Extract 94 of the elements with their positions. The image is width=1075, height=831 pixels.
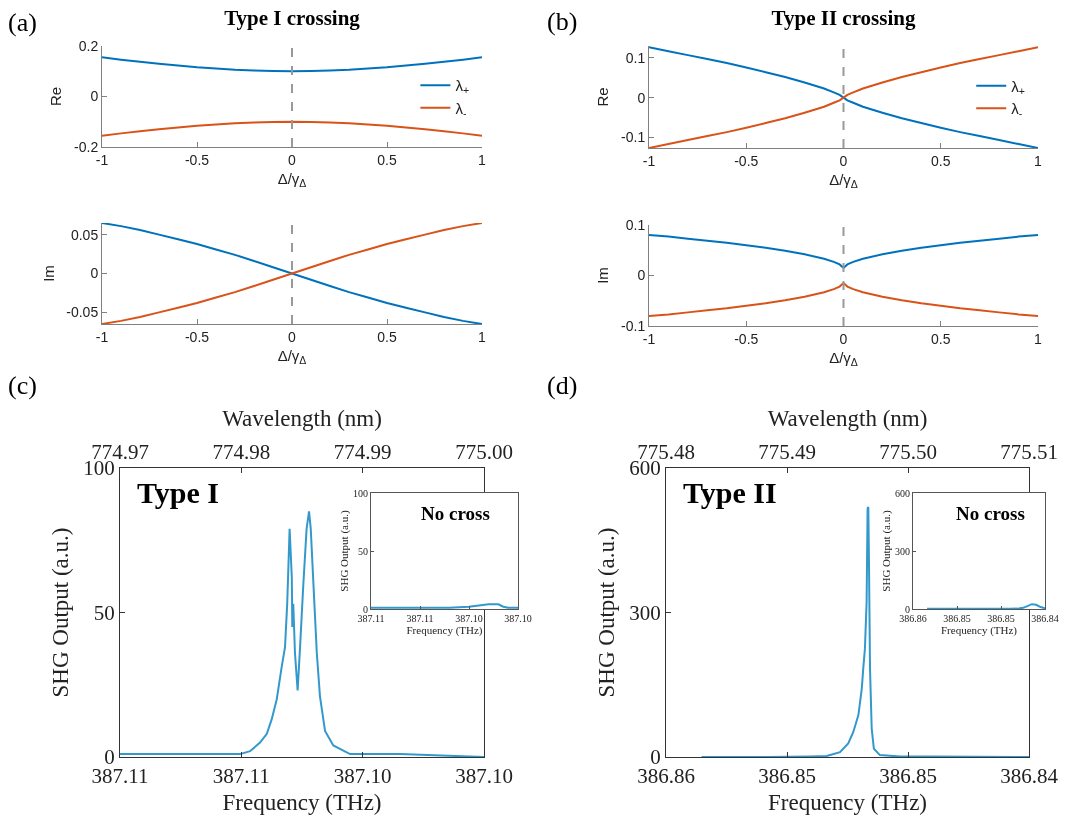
x-tick-label: 0.5 xyxy=(377,328,397,345)
x-axis-title: Frequency (THz) xyxy=(940,624,1018,637)
text: (b) xyxy=(547,7,578,36)
x2-axis-title: Wavelength (nm) xyxy=(222,406,382,432)
x-tick-label: 386.85 xyxy=(987,613,1015,624)
y-tick-label: 0.1 xyxy=(625,216,646,233)
y-axis-title: SHG Output (a.u.) xyxy=(879,510,893,592)
x-tick-label: -0.5 xyxy=(734,330,759,347)
text: (d) xyxy=(547,371,578,400)
x-tick-label: 386.85 xyxy=(943,613,971,624)
x2-tick-label: 775.51 xyxy=(1000,439,1058,464)
legend-label: λ$_{-}$ xyxy=(1011,100,1023,120)
y-tick-label: 50 xyxy=(93,600,115,625)
annotation: No cross xyxy=(956,503,1025,524)
line-series xyxy=(649,234,1038,269)
x-tick-label: 0 xyxy=(839,330,848,347)
x2-tick-label: 775.00 xyxy=(455,439,513,464)
y-axis-title: Im xyxy=(39,265,57,282)
x-tick-label: 387.10 xyxy=(455,613,483,624)
x-tick-label: 386.84 xyxy=(1031,613,1059,624)
x2-tick-label: 774.99 xyxy=(333,439,392,464)
y-tick-label: 0.1 xyxy=(625,49,646,66)
annotation: Type II xyxy=(683,476,777,509)
legend-label: λ$_{+}$ xyxy=(1011,77,1025,97)
x-tick-label: -1 xyxy=(95,328,109,345)
x-tick-label: 387.10 xyxy=(333,764,392,789)
x-axis-title: Frequency (THz) xyxy=(406,624,483,637)
x-tick-label: 387.10 xyxy=(504,613,532,624)
y-tick-label: 0 xyxy=(363,603,368,615)
line-series xyxy=(102,56,482,73)
y-tick-label: 600 xyxy=(895,487,910,499)
x-tick-label: -0.5 xyxy=(734,152,759,169)
y-tick-label: 0 xyxy=(637,89,646,106)
y-tick-label: 0 xyxy=(905,603,910,615)
y-tick-label: 0 xyxy=(637,267,646,284)
y-axis-title: Re xyxy=(594,87,612,107)
annotation: No cross xyxy=(421,503,490,524)
x2-tick-label: 775.50 xyxy=(879,439,937,464)
y-tick-label: 50 xyxy=(358,545,368,557)
y-tick-label: 0 xyxy=(90,265,99,282)
x-tick-label: 387.10 xyxy=(455,764,513,789)
legend-label: λ$_{-}$ xyxy=(455,99,467,119)
x-axis-title: Δ/γ$_{Δ}$ xyxy=(277,346,307,366)
x-tick-label: 386.86 xyxy=(899,613,927,624)
text: (c) xyxy=(8,371,37,400)
text: (a) xyxy=(8,8,37,37)
x-axis-title: Frequency (THz) xyxy=(222,789,382,815)
x-tick-label: 386.85 xyxy=(758,764,816,789)
chart-title: Type I crossing xyxy=(224,6,361,31)
line-series xyxy=(102,223,482,324)
x-tick-label: 387.11 xyxy=(406,613,434,624)
x-tick-label: 387.11 xyxy=(357,613,385,624)
y-tick-label: -0.05 xyxy=(66,304,99,321)
x-tick-label: 1 xyxy=(478,328,487,345)
x-tick-label: -0.5 xyxy=(184,328,210,345)
x2-axis-title: Wavelength (nm) xyxy=(767,406,928,432)
y-axis-title: Im xyxy=(594,267,612,284)
line-series xyxy=(102,120,482,137)
y-tick-label: 100 xyxy=(353,487,368,499)
y-tick-label: 300 xyxy=(629,600,661,625)
y-tick-label: 0.2 xyxy=(78,37,99,54)
x-tick-label: 1 xyxy=(1034,152,1043,169)
y-axis-title: SHG Output (a.u.) xyxy=(47,527,73,698)
y-axis-title: SHG Output (a.u.) xyxy=(593,527,619,698)
x-axis-title: Frequency (THz) xyxy=(767,789,928,815)
x-tick-label: 386.85 xyxy=(879,764,937,789)
y-axis-title: Re xyxy=(47,86,65,107)
x-tick-label: 0 xyxy=(839,152,848,169)
x-axis-title: Δ/γ$_{Δ}$ xyxy=(829,348,858,368)
y-tick-label: 300 xyxy=(895,545,910,557)
x2-tick-label: 775.49 xyxy=(758,439,816,464)
x-tick-label: 0 xyxy=(288,151,297,168)
line-series xyxy=(649,282,1038,317)
x-tick-label: -0.5 xyxy=(184,151,210,168)
x-tick-label: 387.11 xyxy=(212,764,270,789)
y-tick-label: 0 xyxy=(90,88,99,105)
x-tick-label: 0.5 xyxy=(931,330,951,347)
y-tick-label: 0.05 xyxy=(70,226,99,243)
x-axis-title: Δ/γ$_{Δ}$ xyxy=(277,169,307,189)
x-tick-label: 0.5 xyxy=(931,152,951,169)
x-tick-label: 386.84 xyxy=(1000,764,1059,789)
x-axis-title: Δ/γ$_{Δ}$ xyxy=(829,170,858,190)
x-tick-label: -1 xyxy=(642,152,656,169)
x-tick-label: 1 xyxy=(478,151,487,168)
y-tick-label: -0.1 xyxy=(621,129,646,146)
legend-label: λ$_{+}$ xyxy=(455,77,470,97)
x-tick-label: 0 xyxy=(288,328,297,345)
annotation: Type I xyxy=(137,476,219,509)
line-series xyxy=(649,46,1038,148)
x-tick-label: 0.5 xyxy=(377,151,397,168)
chart-title: Type II crossing xyxy=(771,6,916,31)
x-tick-label: 1 xyxy=(1034,330,1043,347)
x2-tick-label: 774.98 xyxy=(212,439,271,464)
y-axis-title: SHG Output (a.u.) xyxy=(337,510,351,592)
